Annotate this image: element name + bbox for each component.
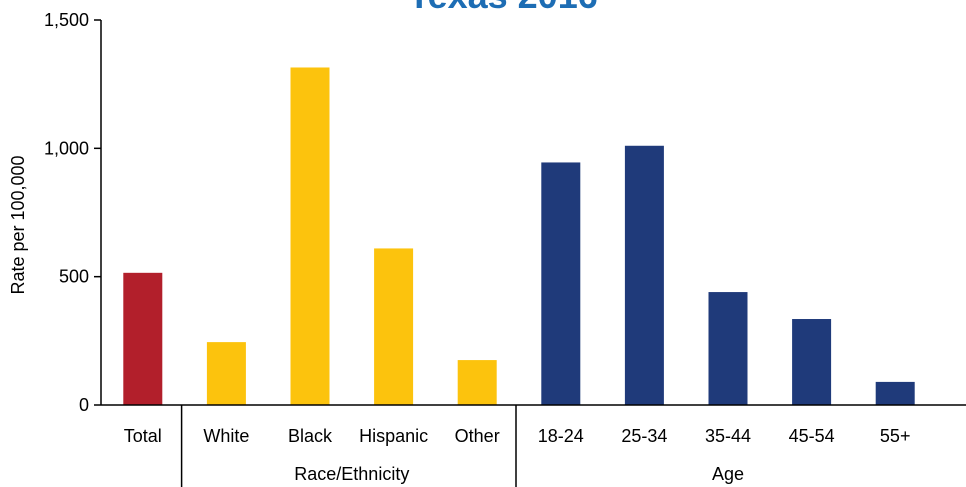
x-tick-label: 25-34 — [621, 426, 667, 446]
bar — [792, 319, 832, 405]
bar — [708, 292, 748, 405]
chart-title: Texas 2016 — [408, 0, 598, 16]
x-tick-label: Total — [124, 426, 162, 446]
y-tick-label: 1,000 — [44, 138, 89, 158]
bar — [457, 360, 497, 405]
bar — [290, 67, 330, 405]
group-label: Race/Ethnicity — [294, 464, 409, 484]
x-tick-label: Black — [288, 426, 333, 446]
x-tick-label: 18-24 — [538, 426, 584, 446]
category-labels: Total White Black Hispanic Other 18-24 25-34 35… — [124, 426, 911, 446]
x-tick-label: Hispanic — [359, 426, 428, 446]
bar — [541, 162, 581, 405]
bar — [123, 272, 163, 405]
y-axis-label: Rate per 100,000 — [8, 155, 28, 294]
y-tick-label: 500 — [59, 267, 89, 287]
y-tick-label: 0 — [79, 395, 89, 415]
x-tick-label: 55+ — [880, 426, 911, 446]
x-tick-label: White — [203, 426, 249, 446]
bar — [206, 342, 246, 405]
group-labels: Race/Ethnicity Age — [294, 464, 744, 484]
y-axis-ticks: 0 500 1,000 1,500 — [44, 10, 101, 415]
bar — [624, 145, 664, 405]
bar — [374, 248, 414, 405]
x-tick-label: 35-44 — [705, 426, 751, 446]
group-dividers — [180, 405, 517, 487]
x-tick-label: 45-54 — [789, 426, 835, 446]
bars — [123, 67, 915, 405]
x-tick-label: Other — [455, 426, 500, 446]
y-tick-label: 1,500 — [44, 10, 89, 30]
group-label: Age — [712, 464, 744, 484]
bar — [875, 381, 915, 405]
